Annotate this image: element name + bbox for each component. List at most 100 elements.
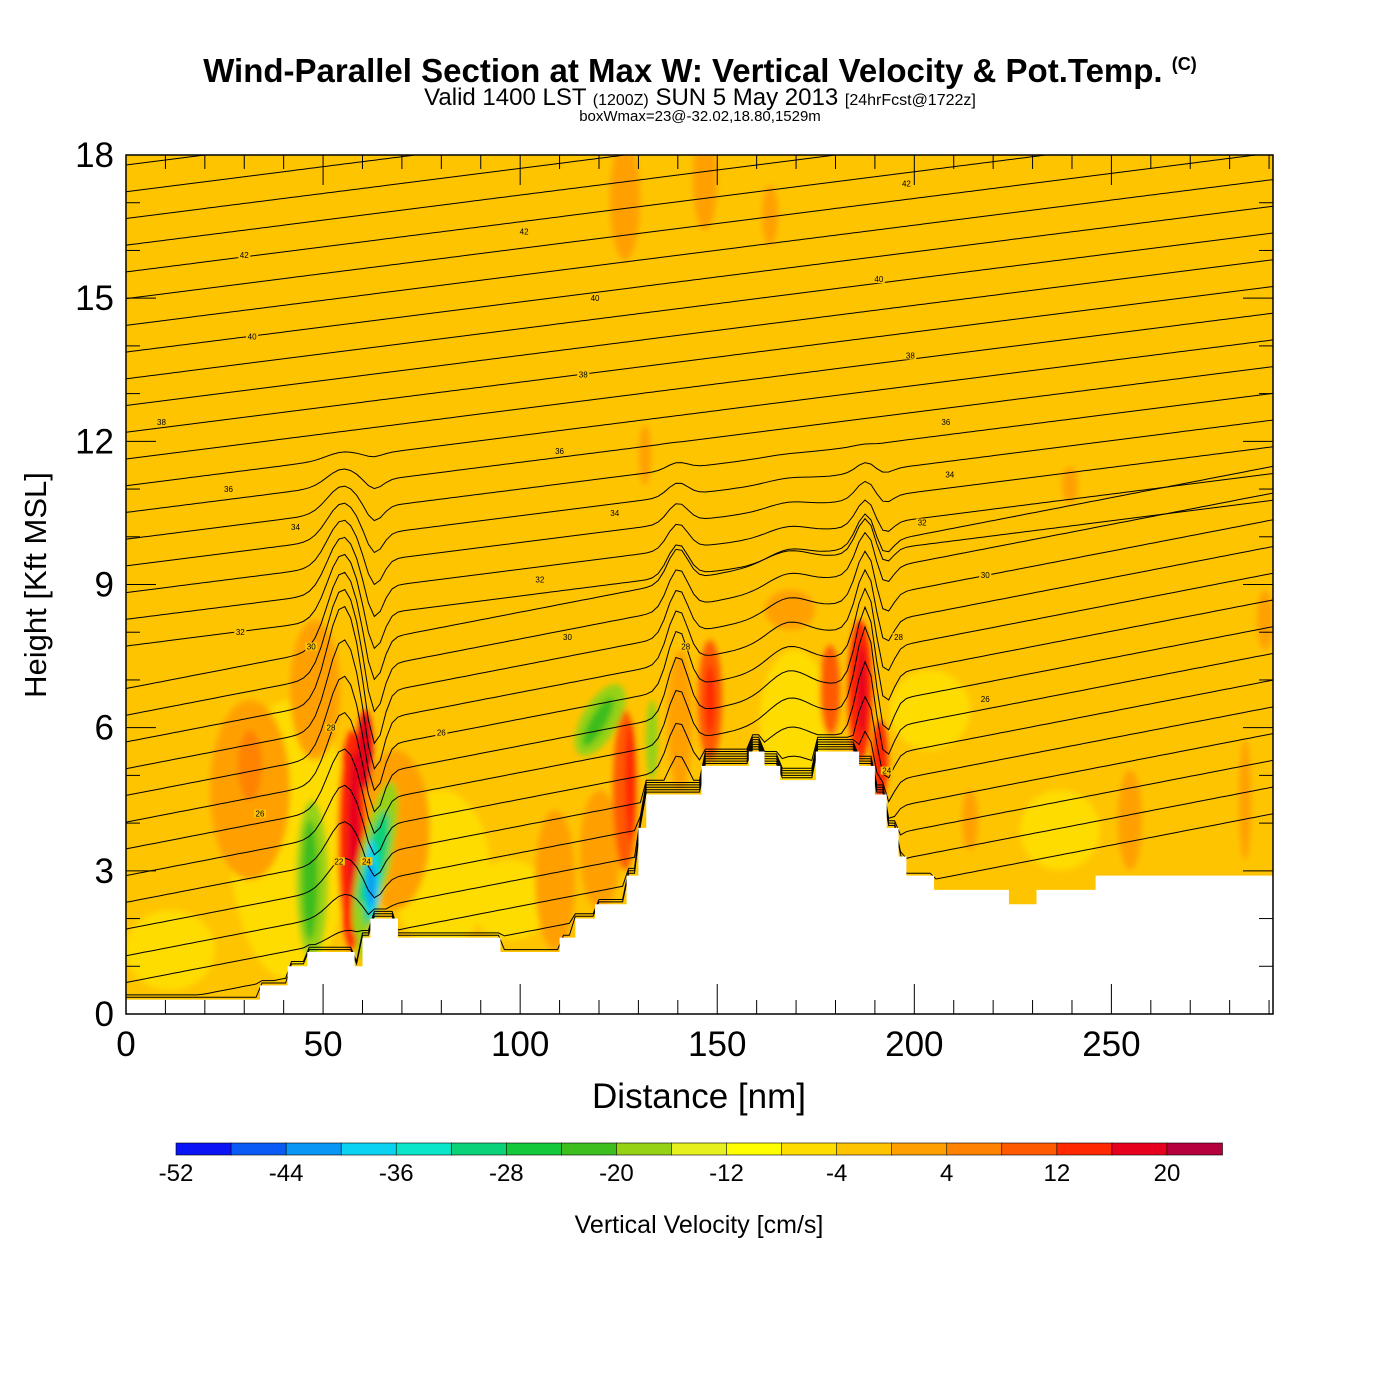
contour-label-bg <box>939 418 952 427</box>
theta-contour <box>126 0 1273 85</box>
colorbar-swatch <box>891 1142 948 1156</box>
contour-label: 26 <box>981 695 990 704</box>
contour-label: 40 <box>248 332 257 341</box>
x-tick-label: 150 <box>688 1025 746 1064</box>
contour-label: 34 <box>291 523 300 532</box>
colorbar-swatch <box>230 1142 287 1156</box>
theta-contour <box>126 419 1273 567</box>
theta-contour <box>126 465 1273 689</box>
colorbar-swatch <box>726 1142 783 1156</box>
theta-contour <box>126 748 1273 998</box>
x-tick-label: 50 <box>304 1025 343 1064</box>
theta-contour <box>126 679 1273 903</box>
theta-contour <box>126 492 1273 716</box>
contour-label: 38 <box>579 371 588 380</box>
x-tick-label: 250 <box>1082 1025 1140 1064</box>
colorbar-swatch <box>616 1142 673 1156</box>
contour-label-bg <box>979 695 992 704</box>
contour-label-bg <box>577 370 590 379</box>
contour-label: 28 <box>681 643 690 652</box>
contour-label: 34 <box>610 509 619 518</box>
contour-label: 32 <box>918 518 927 527</box>
chart-subtitle: Valid 1400 LST (1200Z) SUN 5 May 2013 [2… <box>424 84 976 111</box>
colorbar-swatch <box>836 1142 893 1156</box>
contour-label: 30 <box>307 643 316 652</box>
theta-contour <box>126 155 630 219</box>
y-tick-label: 18 <box>75 136 114 175</box>
x-axis-label: Distance [nm] <box>592 1077 806 1116</box>
colorbar-tick-label: -52 <box>159 1160 194 1187</box>
terrain <box>126 751 1273 1014</box>
contour-label: 36 <box>555 447 564 456</box>
theta-contour <box>126 0 1273 138</box>
contour-label-bg <box>254 809 267 818</box>
theta-contour <box>126 339 1273 487</box>
colorbar-tick-label: 12 <box>1043 1160 1070 1187</box>
y-tick-label: 15 <box>75 279 114 318</box>
colorbar-swatch <box>781 1142 838 1156</box>
theta-contour <box>126 572 1273 796</box>
contour-label-bg <box>305 642 318 651</box>
theta-contour <box>126 259 1273 406</box>
x-tick-label: 0 <box>116 1025 135 1064</box>
colorbar-swatch <box>340 1142 398 1156</box>
contour-label-bg <box>916 518 929 527</box>
contour-labels: 42 42 42 40 40 40 38 38 38 36 36 36 34 34 34 32 32 32 30 30… <box>155 179 992 866</box>
theta-contour <box>126 706 1273 930</box>
velocity-field <box>126 155 1273 990</box>
colorbar-swatch <box>946 1142 1003 1156</box>
theta-contour <box>126 392 1273 540</box>
y-tick-label: 3 <box>95 852 114 891</box>
theta-contour <box>126 312 1273 460</box>
contour-label: 32 <box>236 628 245 637</box>
theta-contour <box>126 179 1273 326</box>
theta-contour <box>126 232 1273 380</box>
contour-label: 28 <box>327 724 336 733</box>
colorbar-swatch <box>395 1142 453 1156</box>
contour-label-bg <box>246 332 259 341</box>
colorbar-swatch <box>285 1142 342 1156</box>
colorbar-tick-label: -20 <box>599 1160 634 1187</box>
contour-label-bg <box>872 275 885 284</box>
colorbar-tick-label: 20 <box>1154 1160 1181 1187</box>
theta-contour <box>126 0 1273 112</box>
contour-label: 26 <box>437 728 446 737</box>
colorbar-swatch <box>671 1142 728 1156</box>
contour-label-bg <box>979 570 992 579</box>
theta-contour <box>126 155 1260 300</box>
contour-label-bg <box>222 485 235 494</box>
colorbar-swatch <box>450 1142 508 1156</box>
colorbar: -52 -44 -36 -28 -20 -12 -4 4 12 20 <box>159 1142 1223 1187</box>
theta-contour <box>126 743 1273 983</box>
theta-contour <box>126 599 1273 823</box>
colorbar-label: Vertical Velocity [cm/s] <box>575 1211 824 1239</box>
theta-contour <box>126 286 1273 433</box>
y-tick-label: 0 <box>95 995 114 1034</box>
colorbar-tick-label: -4 <box>826 1160 847 1187</box>
contour-label-bg <box>892 632 905 641</box>
contour-label-bg <box>435 728 448 737</box>
theta-contour <box>126 652 1273 877</box>
contour-label-bg <box>900 179 913 188</box>
theta-contour <box>126 446 1273 594</box>
contour-label-bg <box>880 766 893 775</box>
contour-label-bg <box>155 418 168 427</box>
colorbar-swatch <box>561 1142 618 1156</box>
chart-title: Wind-Parallel Section at Max W: Vertical… <box>203 52 1197 89</box>
contour-label-bg <box>289 523 302 532</box>
contour-label-bg <box>561 632 574 641</box>
colorbar-swatch <box>1166 1142 1223 1156</box>
contour-label: 42 <box>902 180 911 189</box>
x-axis: 0 50 100 150 200 250 <box>116 155 1270 1064</box>
contour-label-bg <box>360 857 373 866</box>
contour-label: 38 <box>157 418 166 427</box>
contour-label: 36 <box>224 485 233 494</box>
contour-label-bg <box>589 294 602 303</box>
contour-label: 42 <box>520 227 529 236</box>
contour-label-bg <box>608 508 621 517</box>
contour-label-bg <box>943 470 956 479</box>
theta-contour <box>126 499 1273 650</box>
y-tick-label: 9 <box>95 566 114 605</box>
